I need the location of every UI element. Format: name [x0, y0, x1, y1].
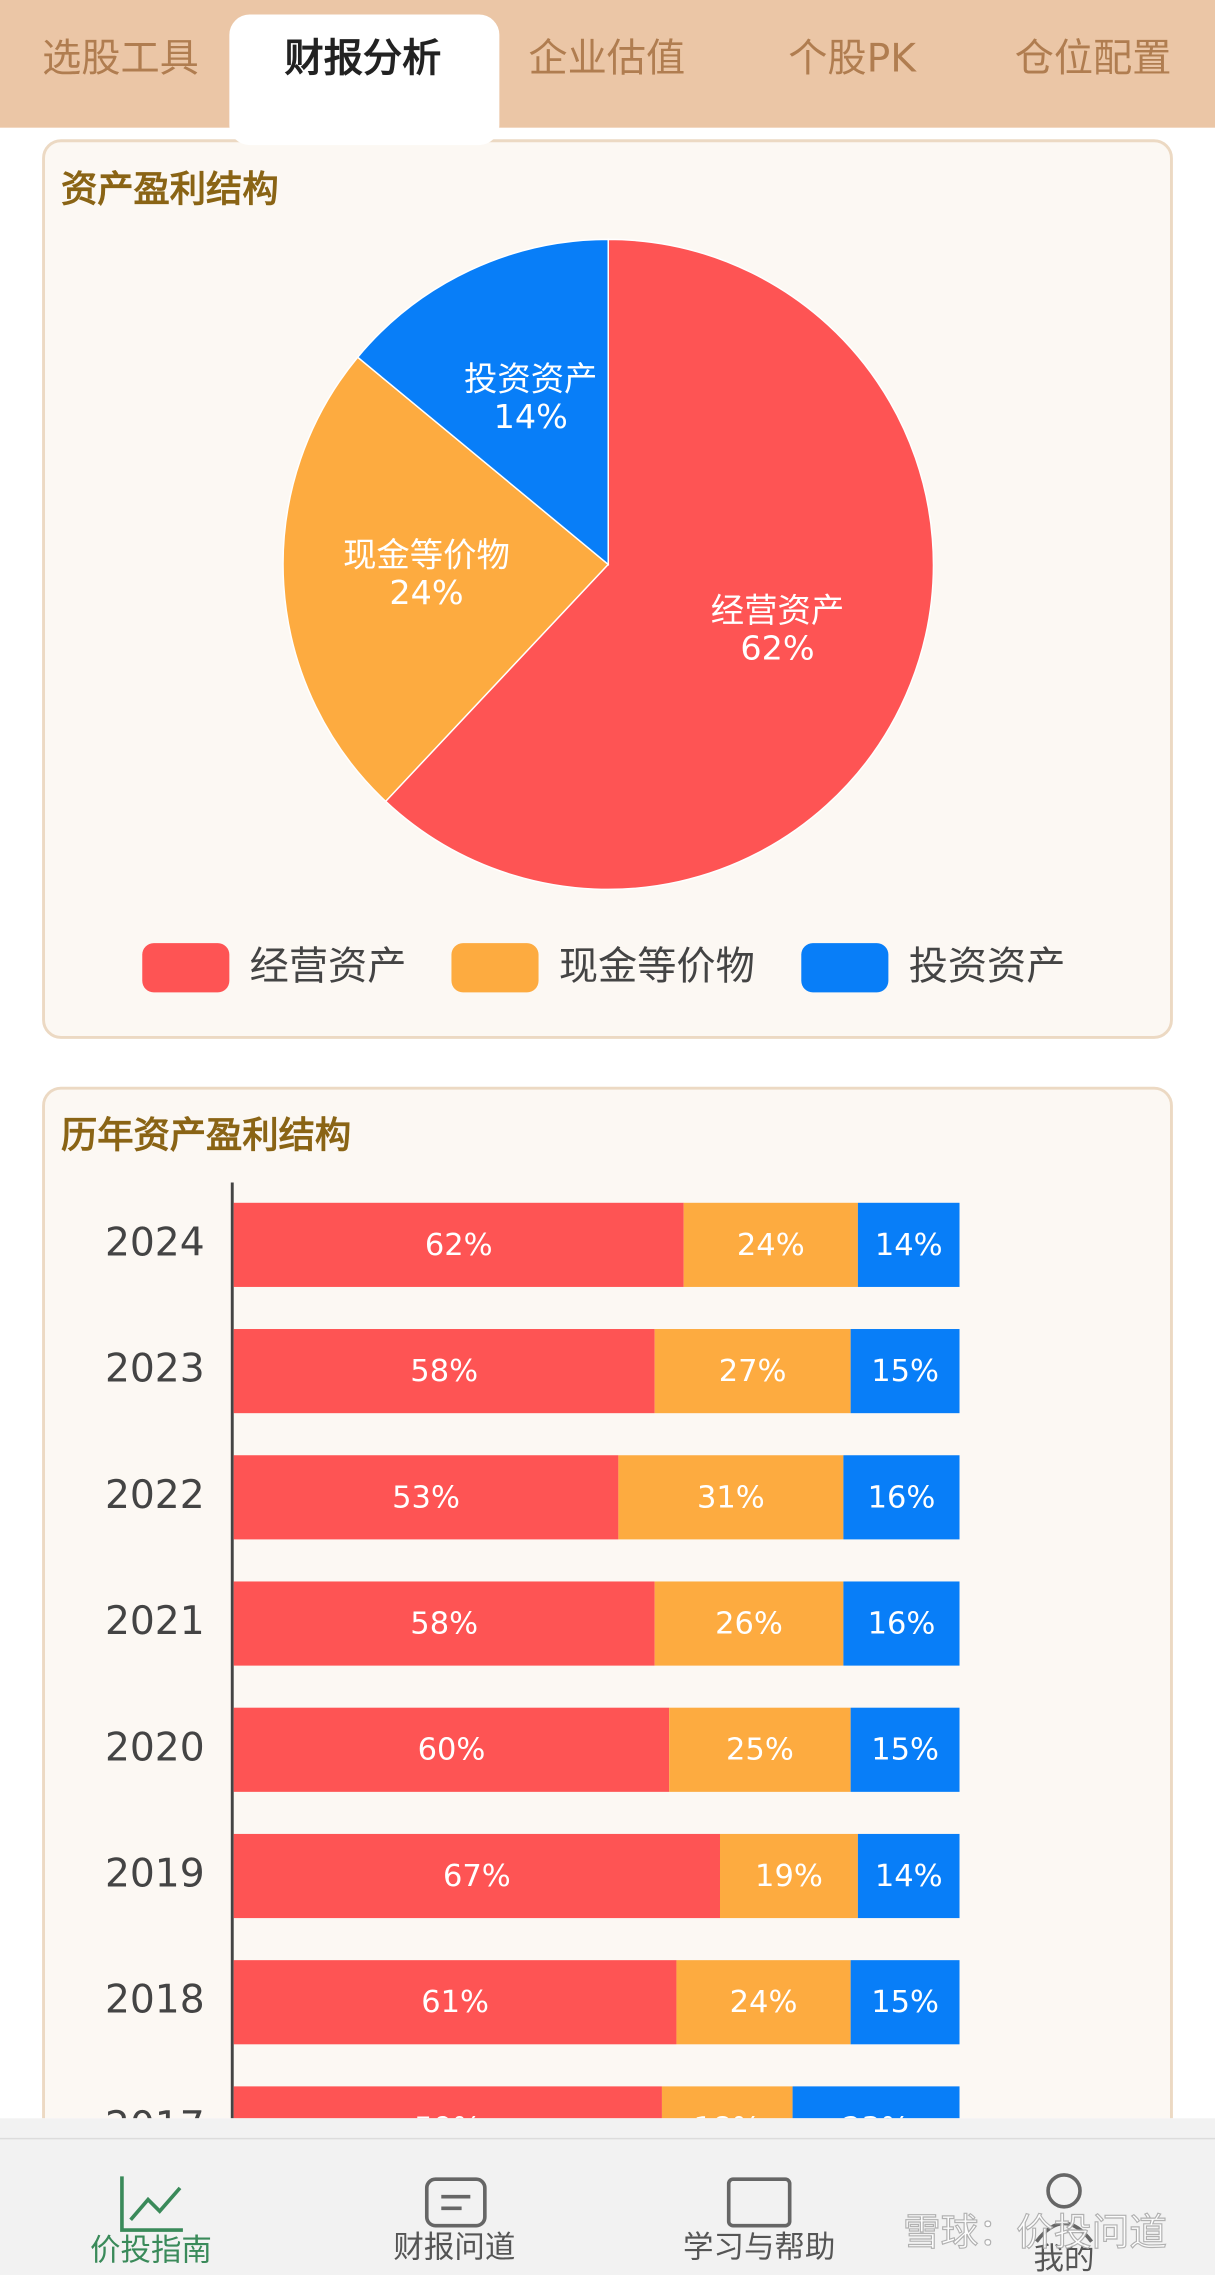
y-tick-label: 2022 — [105, 1473, 205, 1518]
y-tick-label: 2020 — [105, 1725, 205, 1770]
content: 资产盈利结构 历年资产盈利结构 经营资产62%现金等价物24%投资资产14%经营… — [42, 139, 1173, 2149]
bar-label: 24% — [737, 1228, 805, 1263]
y-tick-label: 2019 — [105, 1852, 205, 1897]
y-tick-label: 2021 — [105, 1599, 205, 1644]
bar-label: 15% — [871, 1733, 939, 1768]
bar-label: 27% — [719, 1354, 787, 1389]
tab[interactable]: 仓位配置 — [1015, 36, 1172, 81]
bar-segment — [720, 1833, 858, 1919]
bar-segment — [233, 1202, 684, 1287]
slice-label: 经营资产 — [711, 591, 844, 630]
tab-bar — [0, 0, 1215, 128]
bar-segment — [850, 1329, 960, 1414]
bar-label: 58% — [410, 1354, 478, 1389]
bar-label: 26% — [715, 1607, 783, 1642]
tab[interactable]: 个股PK — [788, 36, 917, 81]
legend-swatch — [451, 943, 539, 993]
bar-segment — [683, 1202, 858, 1287]
icon — [120, 2176, 183, 2232]
icon — [129, 2186, 182, 2222]
bar-label: 60% — [418, 1733, 486, 1768]
y-tick-label: 2024 — [105, 1220, 205, 1265]
nav-item[interactable]: 价投指南 — [90, 2233, 212, 2268]
nav-item[interactable]: 我的 — [1034, 2242, 1095, 2275]
bar-segment — [850, 1960, 960, 2045]
bar-segment — [857, 1833, 960, 1919]
bar-segment — [843, 1455, 960, 1540]
bar-label: 67% — [443, 1859, 511, 1894]
slice-label: 现金等价物 — [343, 535, 510, 574]
nav-item[interactable]: 学习与帮助 — [683, 2230, 835, 2265]
icon — [1035, 2221, 1094, 2243]
icon — [424, 2177, 487, 2228]
bar-label: 19% — [755, 1859, 823, 1894]
bar-label: 59% — [414, 2111, 482, 2146]
bar-label: 62% — [425, 1228, 493, 1263]
nav-icons — [120, 2173, 1094, 2243]
icon — [441, 2194, 471, 2211]
bar-segment — [233, 2086, 662, 2119]
slice-value: 14% — [494, 397, 568, 436]
legend-swatch — [142, 943, 230, 993]
bar-segment — [857, 1202, 960, 1287]
bar-segment — [661, 2086, 793, 2119]
pie-slice — [356, 238, 609, 566]
card-title: 资产盈利结构 — [61, 168, 279, 211]
icon — [726, 2177, 792, 2228]
bar-segment — [233, 1833, 721, 1919]
bar-label: 31% — [697, 1480, 765, 1515]
y-tick-label: 2017 — [105, 2104, 205, 2149]
bar-label: 25% — [726, 1733, 794, 1768]
watermark: 雪球：价投问道 — [903, 2210, 1167, 2254]
bar-segment — [843, 1581, 960, 1666]
bottom-nav — [0, 2118, 1215, 2275]
legend-swatch — [801, 943, 889, 993]
y-tick-label: 2018 — [105, 1978, 205, 2023]
slice-label: 投资资产 — [464, 359, 597, 398]
bar-segment — [676, 1960, 851, 2045]
bar-segment — [233, 1581, 655, 1666]
bar-segment — [654, 1581, 844, 1666]
bar-label: 18% — [693, 2111, 761, 2146]
legend-label: 经营资产 — [250, 945, 407, 990]
legend-label: 投资资产 — [909, 945, 1066, 990]
tab[interactable]: 财报分析 — [285, 36, 442, 81]
bar-segment — [233, 1329, 655, 1414]
bar-label: 23% — [842, 2111, 910, 2146]
bar-segment — [850, 1707, 960, 1792]
bar-segment — [233, 1707, 670, 1792]
icon — [1046, 2173, 1082, 2209]
legend-label: 现金等价物 — [559, 945, 755, 990]
bar-label: 58% — [410, 1607, 478, 1642]
slice-value: 24% — [389, 573, 463, 612]
bar-segment — [669, 1707, 851, 1792]
slice-value: 62% — [740, 629, 814, 668]
card-title: 历年资产盈利结构 — [61, 1114, 351, 1157]
tab[interactable]: 企业估值 — [528, 36, 685, 81]
bar-segment — [233, 1455, 619, 1540]
bar-label: 53% — [392, 1480, 460, 1515]
pie-slice — [282, 356, 610, 803]
tab[interactable]: 选股工具 — [42, 36, 199, 81]
bar-segment — [618, 1455, 844, 1540]
bar-label: 16% — [868, 1480, 936, 1515]
active-tab — [229, 14, 500, 146]
bar-segment — [654, 1329, 851, 1414]
y-tick-label: 2023 — [105, 1347, 205, 1392]
bar-label: 15% — [871, 1985, 939, 2020]
bar-label: 15% — [871, 1354, 939, 1389]
bar-label: 16% — [868, 1607, 936, 1642]
bar-label: 14% — [875, 1859, 943, 1894]
nav-item[interactable]: 财报问道 — [393, 2230, 515, 2265]
bar-label: 61% — [421, 1985, 489, 2020]
pie-slice — [384, 238, 935, 891]
bar-label: 24% — [730, 1985, 798, 2020]
bar-segment — [233, 1960, 677, 2045]
bar-label: 14% — [875, 1228, 943, 1263]
bar-segment — [792, 2086, 960, 2119]
